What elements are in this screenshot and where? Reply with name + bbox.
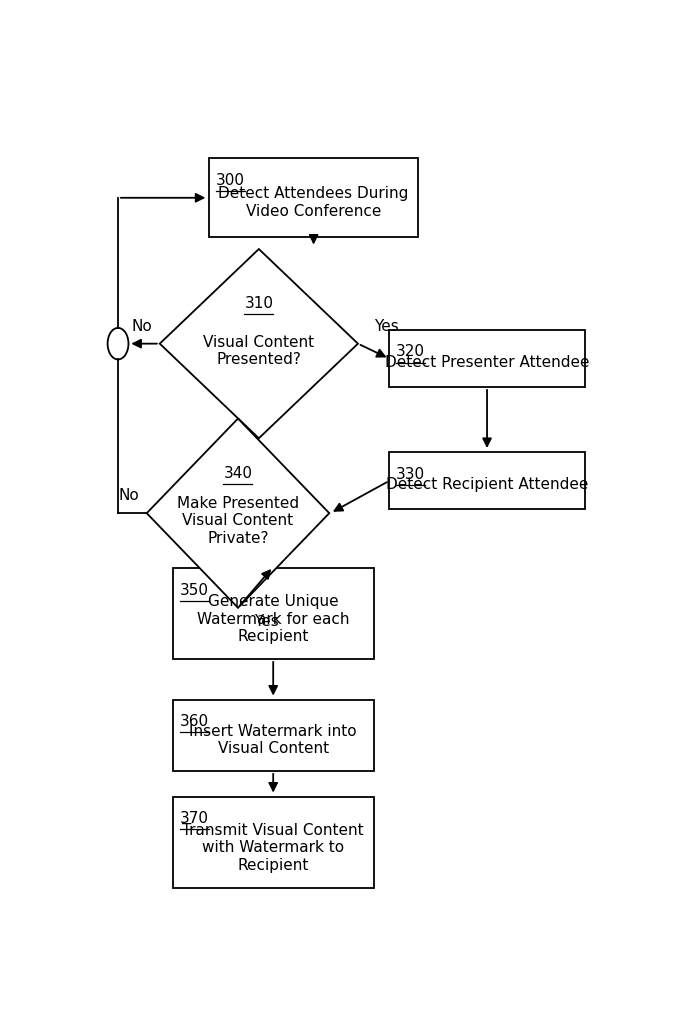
Text: No: No <box>118 488 139 504</box>
Bar <box>389 331 585 387</box>
Text: Make Presented
Visual Content
Private?: Make Presented Visual Content Private? <box>177 496 299 546</box>
Bar <box>173 700 374 771</box>
Bar <box>389 453 585 509</box>
Bar <box>173 797 374 888</box>
Text: 360: 360 <box>180 715 209 729</box>
Text: 350: 350 <box>180 583 209 598</box>
Text: 320: 320 <box>396 344 425 359</box>
Text: Visual Content
Presented?: Visual Content Presented? <box>203 335 314 368</box>
Text: 340: 340 <box>223 466 252 481</box>
Text: 310: 310 <box>244 296 273 311</box>
Text: Detect Attendees During
Video Conference: Detect Attendees During Video Conference <box>219 186 409 219</box>
Polygon shape <box>147 419 329 608</box>
Text: 300: 300 <box>216 173 245 187</box>
Text: Generate Unique
Watermark for each
Recipient: Generate Unique Watermark for each Recip… <box>197 594 349 644</box>
Text: 330: 330 <box>396 467 425 481</box>
Text: No: No <box>131 318 152 334</box>
Bar <box>209 159 418 238</box>
Text: Detect Presenter Attendee: Detect Presenter Attendee <box>385 354 590 370</box>
Text: 370: 370 <box>180 811 209 826</box>
Text: Yes: Yes <box>254 614 279 630</box>
Bar <box>173 568 374 659</box>
Polygon shape <box>160 249 358 438</box>
Text: Yes: Yes <box>374 318 398 334</box>
Text: Transmit Visual Content
with Watermark to
Recipient: Transmit Visual Content with Watermark t… <box>182 823 364 872</box>
Text: Insert Watermark into
Visual Content: Insert Watermark into Visual Content <box>189 724 357 756</box>
Text: Detect Recipient Attendee: Detect Recipient Attendee <box>386 477 588 492</box>
